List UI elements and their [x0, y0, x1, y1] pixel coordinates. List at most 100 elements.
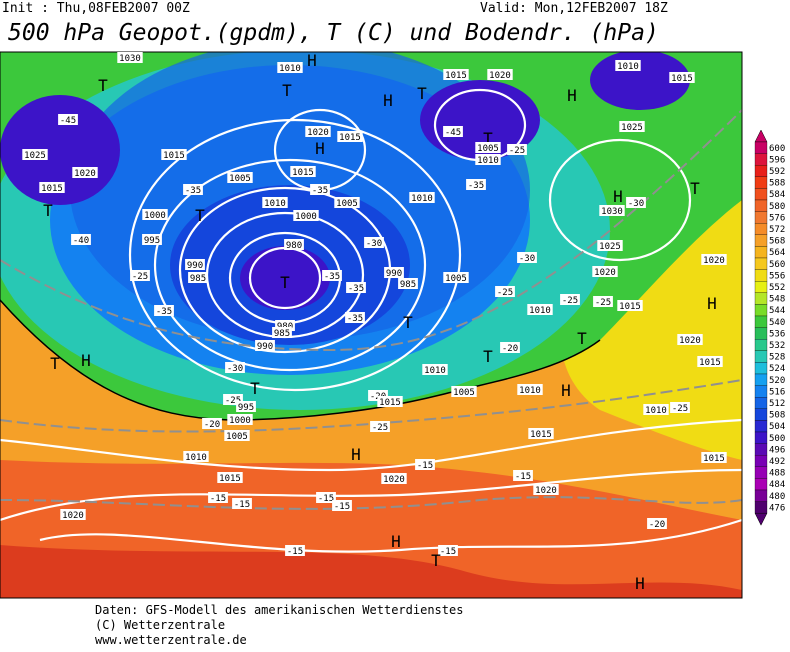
- label-box: [507, 144, 527, 155]
- label-box: [217, 472, 243, 483]
- isobar-label: 1005: [229, 174, 251, 184]
- colorbar-label: 488: [769, 469, 785, 479]
- colorbar-label: 564: [769, 248, 785, 258]
- label-box: [322, 270, 342, 281]
- label-box: [398, 278, 418, 289]
- isobar-label: 1010: [477, 156, 499, 166]
- pressure-center: T: [43, 201, 53, 220]
- label-box: [130, 270, 150, 281]
- temperature-label: -15: [234, 500, 250, 510]
- temperature-label: -25: [672, 404, 688, 414]
- colorbar-label: 524: [769, 364, 785, 374]
- isobar-label: 1030: [119, 54, 141, 64]
- pressure-center: T: [403, 313, 413, 332]
- colorbar-swatch: [754, 327, 768, 340]
- pressure-center: H: [391, 532, 401, 551]
- colorbar-swatch: [754, 350, 768, 363]
- colorbar-label: 492: [769, 457, 785, 467]
- label-box: [227, 172, 253, 183]
- colorbar-swatch: [754, 339, 768, 351]
- temperature-label: -25: [225, 396, 241, 406]
- label-box: [495, 286, 515, 297]
- colorbar-label: 540: [769, 318, 785, 328]
- pressure-center: T: [690, 179, 700, 198]
- label-box: [527, 304, 553, 315]
- label-box: [443, 69, 469, 80]
- footer-line: (C) Wetterzentrale: [95, 618, 225, 632]
- colorbar-swatch: [754, 501, 768, 514]
- temperature-label: -25: [509, 146, 525, 156]
- label-box: [223, 394, 243, 405]
- label-box: [188, 272, 208, 283]
- isobar-label: 1020: [535, 486, 557, 496]
- temperature-label: -35: [185, 186, 201, 196]
- label-box: [202, 418, 222, 429]
- label-box: [345, 312, 365, 323]
- colorbar-swatch: [754, 478, 768, 491]
- temperature-label: -15: [417, 461, 433, 471]
- temperature-label: -35: [312, 186, 328, 196]
- colorbar-swatch: [754, 281, 768, 293]
- isobar-label: 1020: [679, 336, 701, 346]
- label-box: [466, 179, 486, 190]
- colorbar-swatch: [754, 141, 768, 154]
- label-box: [443, 126, 463, 137]
- colorbar-swatch: [754, 211, 768, 224]
- colorbar-label: 552: [769, 283, 785, 293]
- label-box: [626, 197, 646, 208]
- colorbar-swatch: [754, 176, 768, 189]
- colorbar-label: 580: [769, 202, 785, 212]
- label-box: [183, 184, 203, 195]
- colorbar-label: 568: [769, 237, 785, 247]
- label-box: [697, 356, 723, 367]
- temperature-label: -15: [515, 472, 531, 482]
- colorbar-label: 500: [769, 434, 785, 444]
- colorbar-label: 584: [769, 190, 785, 200]
- label-box: [451, 386, 477, 397]
- temperature-label: -35: [156, 307, 172, 317]
- isobar-label: 1010: [519, 386, 541, 396]
- colorbar-arrow: [754, 129, 768, 143]
- colorbar-label: 536: [769, 329, 785, 339]
- colorbar-arrow: [754, 512, 768, 526]
- temperature-label: -15: [210, 494, 226, 504]
- colorbar-swatch: [754, 199, 768, 212]
- isobar-label: 1020: [62, 511, 84, 521]
- isobar-label: 995: [238, 403, 254, 413]
- label-box: [381, 473, 407, 484]
- label-box: [161, 149, 187, 160]
- label-box: [224, 430, 250, 441]
- isobar-label: 995: [144, 236, 160, 246]
- label-box: [415, 459, 435, 470]
- colorbar-swatch: [754, 304, 768, 317]
- isobar-label: 1015: [703, 454, 725, 464]
- temperature-label: -35: [348, 284, 364, 294]
- temperature-label: -30: [227, 364, 243, 374]
- isobar-label: 1015: [163, 151, 185, 161]
- label-box: [60, 509, 86, 520]
- label-box: [334, 197, 360, 208]
- label-box: [364, 237, 384, 248]
- isobar-label: 985: [274, 329, 290, 339]
- temperature-label: -25: [595, 298, 611, 308]
- temperature-label: -45: [60, 116, 76, 126]
- label-box: [487, 69, 513, 80]
- colorbar-swatch: [754, 292, 768, 305]
- isobar-label: 1020: [307, 128, 329, 138]
- label-box: [142, 234, 162, 245]
- isobar-label: 1020: [489, 71, 511, 81]
- isobar-label: 1025: [599, 242, 621, 252]
- isobar-label: 990: [187, 261, 203, 271]
- label-box: [647, 518, 667, 529]
- label-box: [677, 334, 703, 345]
- isobar-label: 1010: [264, 199, 286, 209]
- label-box: [384, 267, 404, 278]
- colorbar-swatch: [754, 234, 768, 247]
- label-box: [701, 254, 727, 265]
- label-box: [255, 340, 275, 351]
- colorbar-label: 576: [769, 213, 785, 223]
- label-box: [701, 452, 727, 463]
- colorbar-swatch: [754, 188, 768, 201]
- label-box: [72, 167, 98, 178]
